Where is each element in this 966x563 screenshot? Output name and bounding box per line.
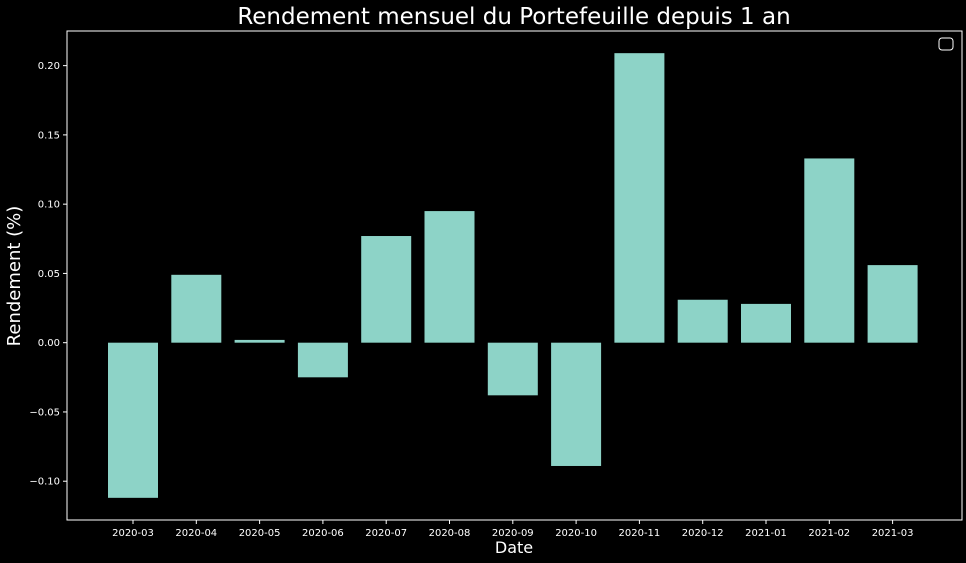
bar-2020-09 bbox=[487, 342, 538, 396]
x-tick-label: 2020-10 bbox=[555, 528, 597, 539]
legend-box bbox=[938, 37, 954, 51]
bar-2020-05 bbox=[234, 339, 285, 343]
x-tick-label: 2021-03 bbox=[872, 528, 914, 539]
bar-2020-08 bbox=[424, 211, 475, 343]
bar-2021-01 bbox=[741, 303, 791, 343]
x-tick-label: 2020-06 bbox=[302, 528, 344, 539]
y-tick-label: 0.00 bbox=[38, 338, 60, 349]
bar-2020-12 bbox=[677, 299, 728, 343]
y-tick-label: 0.20 bbox=[38, 61, 60, 72]
x-axis-label: Date bbox=[495, 538, 533, 557]
x-tick-label: 2020-03 bbox=[112, 528, 154, 539]
x-tick-label: 2020-05 bbox=[239, 528, 281, 539]
bar-2021-02 bbox=[804, 158, 855, 343]
x-tick-label: 2020-11 bbox=[619, 528, 661, 539]
bar-2020-10 bbox=[551, 342, 602, 466]
x-tick-label: 2021-01 bbox=[745, 528, 787, 539]
bar-2021-03 bbox=[867, 265, 918, 343]
x-tick-label: 2021-02 bbox=[808, 528, 850, 539]
x-tick-label: 2020-12 bbox=[682, 528, 724, 539]
x-tick-label: 2020-04 bbox=[175, 528, 217, 539]
y-axis-label: Rendement (%) bbox=[4, 206, 25, 347]
bar-2020-11 bbox=[614, 53, 665, 343]
y-axis-ticks: −0.10 −0.05 0.00 0.05 0.10 0.15 0.20 bbox=[29, 61, 67, 488]
x-tick-label: 2020-09 bbox=[492, 528, 534, 539]
chart-title: Rendement mensuel du Portefeuille depuis… bbox=[237, 4, 790, 30]
y-tick-label: −0.05 bbox=[29, 407, 60, 418]
bar-2020-03 bbox=[108, 342, 158, 498]
y-tick-label: −0.10 bbox=[29, 477, 60, 488]
x-tick-label: 2020-07 bbox=[365, 528, 407, 539]
y-tick-label: 0.15 bbox=[38, 130, 60, 141]
bar-2020-04 bbox=[171, 274, 222, 343]
x-tick-label: 2020-08 bbox=[429, 528, 471, 539]
x-axis-ticks: 2020-03 2020-04 2020-05 2020-06 2020-07 2020-… bbox=[112, 520, 913, 539]
bars-group bbox=[108, 53, 918, 498]
y-tick-label: 0.10 bbox=[38, 200, 60, 211]
bar-2020-06 bbox=[297, 342, 348, 378]
bar-2020-07 bbox=[361, 236, 412, 343]
y-tick-label: 0.05 bbox=[38, 269, 60, 280]
plot-frame bbox=[66, 30, 963, 521]
